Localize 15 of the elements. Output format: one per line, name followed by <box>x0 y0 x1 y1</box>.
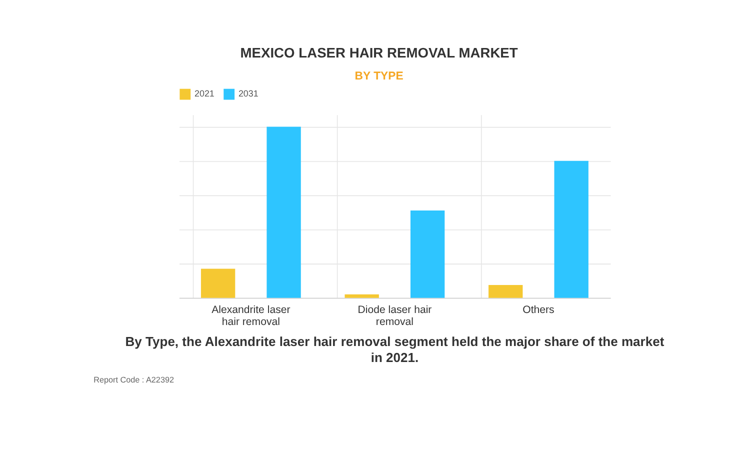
bar <box>266 126 301 298</box>
chart-title: MEXICO LASER HAIR REMOVAL MARKET <box>240 44 518 61</box>
bar <box>344 294 379 298</box>
text: Report Code : A22392 <box>94 375 174 384</box>
text: By Type, the Alexandrite laser hair removal segment held the major share of the market in 2021. <box>125 334 665 366</box>
bar <box>554 160 588 298</box>
bar <box>200 268 236 298</box>
legend-label: 2031 <box>238 88 258 99</box>
x-tick-label: Alexandrite laser hair removal <box>212 304 291 328</box>
bar <box>488 284 523 298</box>
x-tick-label: Diode laser hair removal <box>358 304 432 328</box>
chart-subtitle: BY TYPE <box>354 70 404 83</box>
legend-label: 2021 <box>194 88 214 99</box>
bar <box>410 210 445 298</box>
x-tick-label: Others <box>522 304 554 316</box>
